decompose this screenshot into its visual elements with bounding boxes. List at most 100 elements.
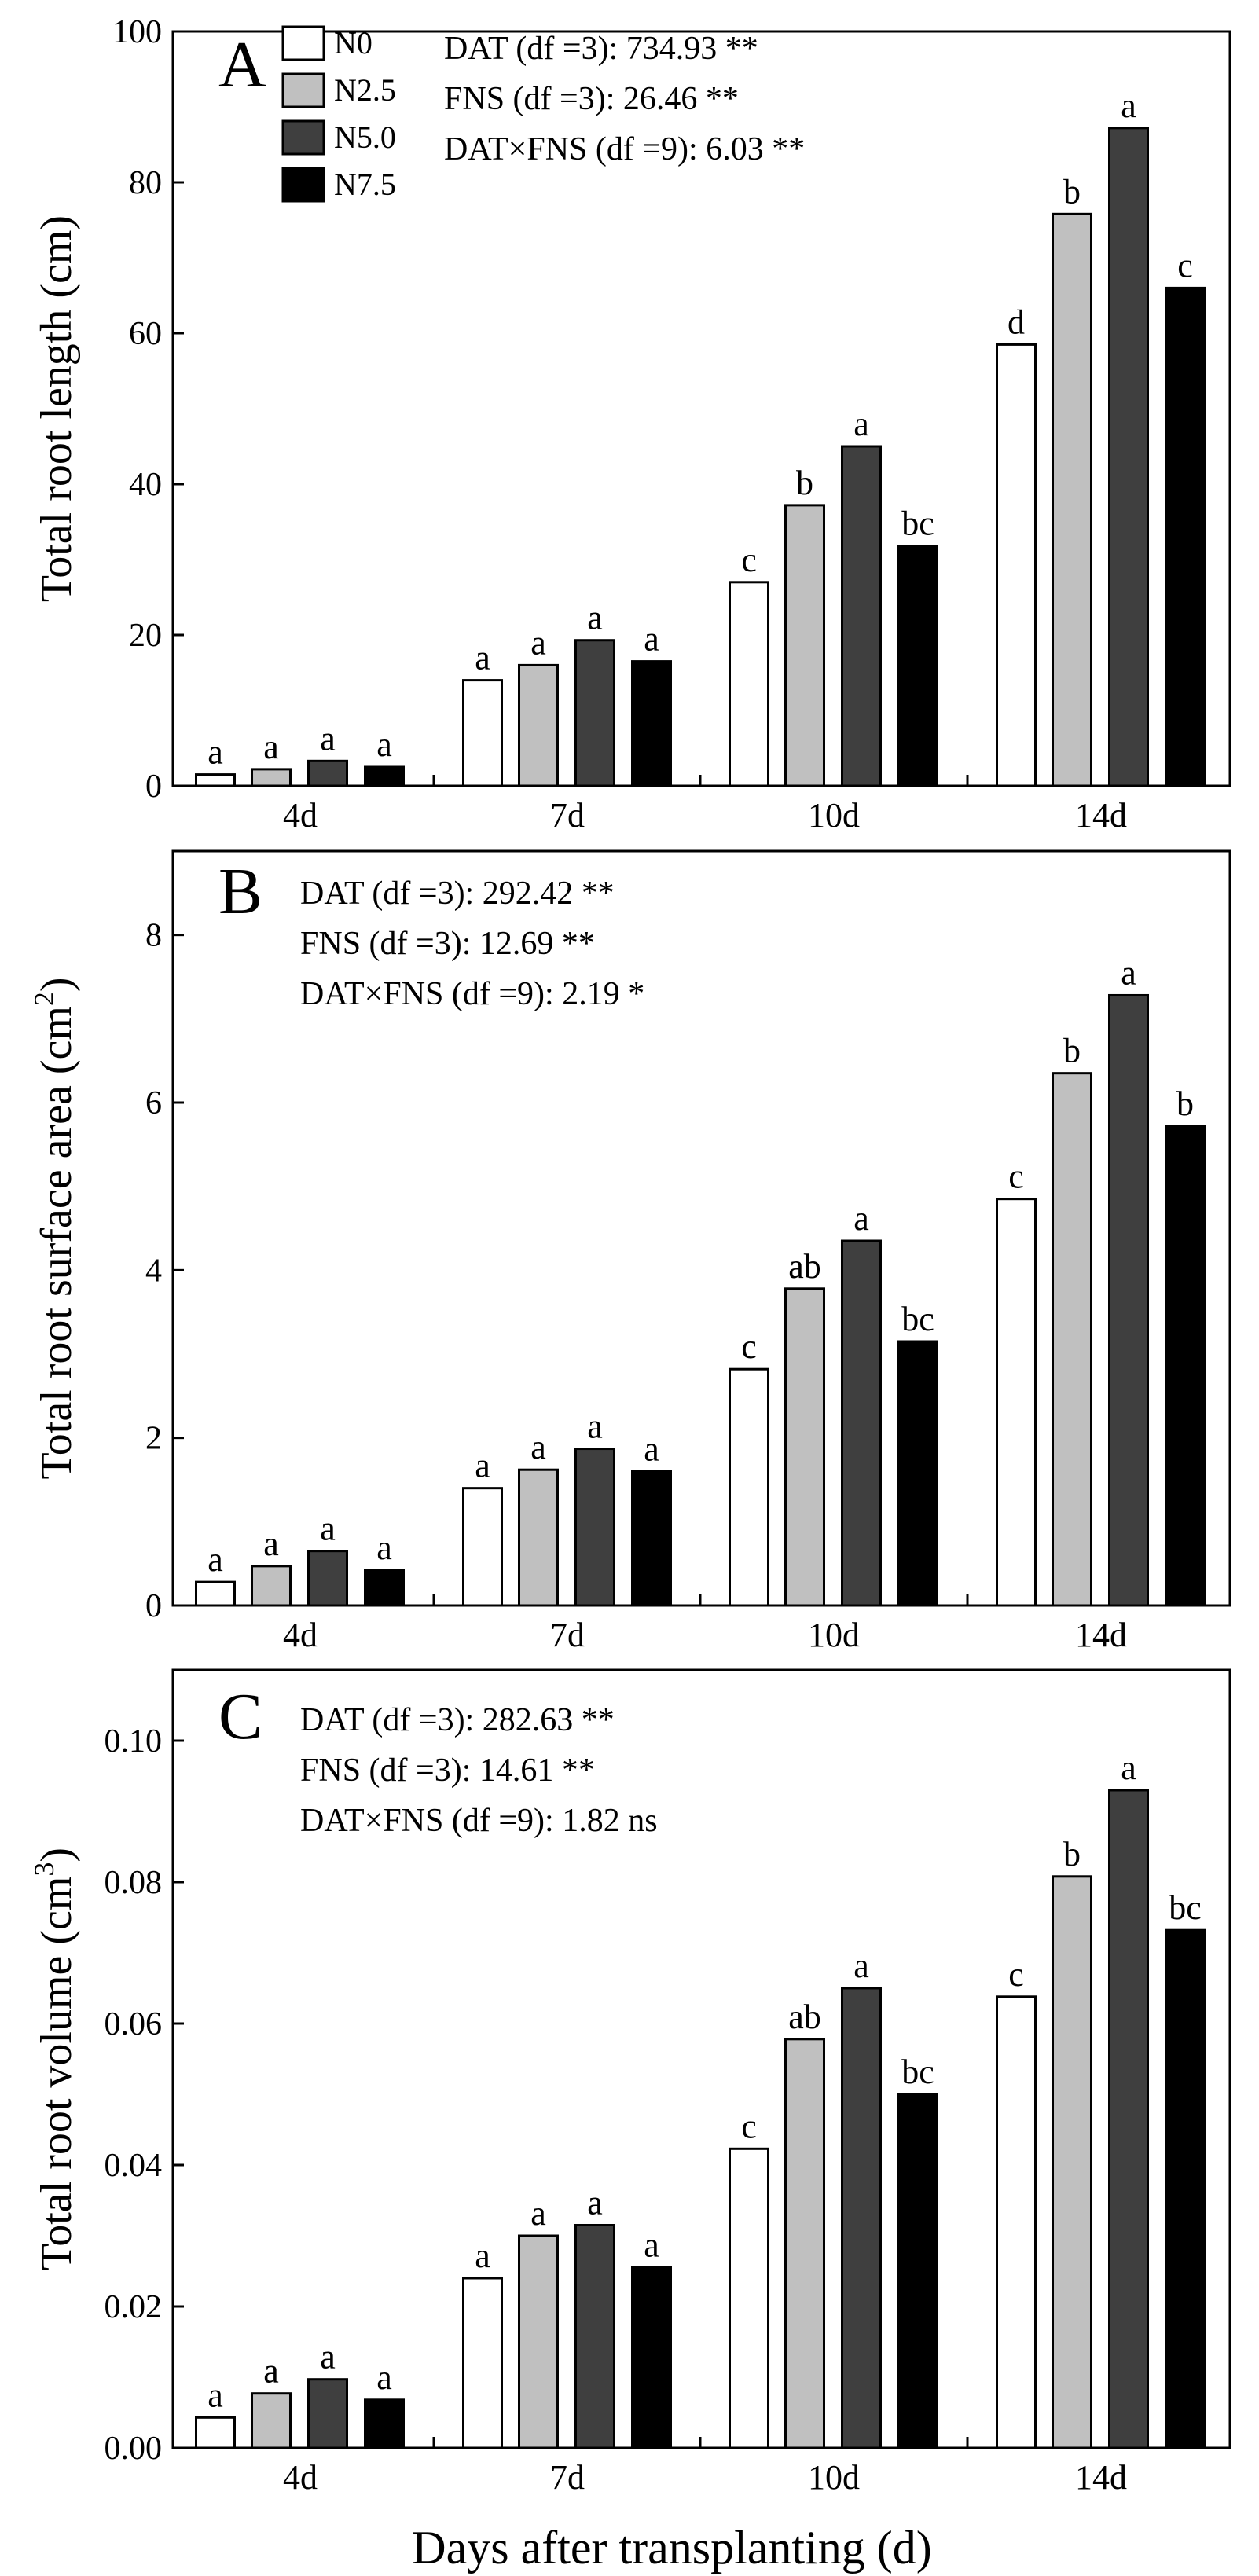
bar <box>784 2038 825 2449</box>
y-tick-label: 0.08 <box>105 1865 163 1901</box>
y-axis-label-text: Total root surface area (cm <box>32 1006 81 1479</box>
bar-letter-label: ab <box>788 1998 821 2036</box>
bar <box>364 765 405 787</box>
stats-annotation: DAT (df =3): 292.42 ** <box>300 875 615 912</box>
bar-letter-label: a <box>1121 953 1136 992</box>
stats-annotation: FNS (df =3): 14.61 ** <box>300 1752 595 1789</box>
stats-annotation: DAT (df =3): 282.63 ** <box>300 1702 615 1738</box>
y-tick-label: 80 <box>129 165 162 201</box>
x-tick-label: 10d <box>808 1616 860 1654</box>
bar <box>631 660 672 787</box>
bar-letter-label: b <box>1063 1032 1081 1070</box>
stats-annotation: FNS (df =3): 26.46 ** <box>444 81 739 117</box>
bar-letter-label: c <box>741 1327 757 1366</box>
bar-letter-label: a <box>644 620 659 659</box>
x-tick-label: 4d <box>283 2458 318 2497</box>
legend-label: N7.5 <box>334 167 396 202</box>
x-tick-label: 10d <box>808 2458 860 2497</box>
bar <box>364 2398 405 2449</box>
y-tick-label: 40 <box>129 467 162 503</box>
x-tick-label: 7d <box>550 2458 585 2497</box>
bar <box>195 1580 236 1607</box>
panel-a: 0 20 40 60 80 100 4d 7d 10d 14d Total root length … <box>32 14 1231 835</box>
stats-annotation: DAT (df =3): 734.93 ** <box>444 31 758 67</box>
bar <box>897 1340 938 1607</box>
bar-letter-label: a <box>853 1199 869 1238</box>
y-axis-label-text: Total root volume (cm <box>32 1877 81 2271</box>
y-tick-label: 100 <box>112 14 162 50</box>
bar <box>462 679 503 787</box>
bar <box>1108 127 1149 787</box>
x-tick-label: 4d <box>283 1616 318 1654</box>
bar <box>307 2378 348 2449</box>
y-axis-label: Total root length (cm) <box>32 215 81 602</box>
bar <box>729 2147 769 2449</box>
bar <box>729 1367 769 1607</box>
bar <box>462 1487 503 1607</box>
bar-letter-label: a <box>530 2194 546 2233</box>
y-tick-label: 20 <box>129 618 162 654</box>
bar-letter-label: c <box>1177 246 1193 284</box>
bar-letter-label: a <box>853 1947 869 1985</box>
bar <box>631 1470 672 1607</box>
y-tick-label: 0 <box>145 1588 162 1624</box>
bar <box>1052 1875 1092 2449</box>
legend-label: N2.5 <box>334 72 396 108</box>
bar <box>1052 212 1092 787</box>
bar-letter-label: a <box>587 599 603 637</box>
y-axis-label: Total root volume (cm3) <box>28 1848 81 2270</box>
bar-letter-label: a <box>207 1540 223 1579</box>
bar <box>841 445 882 787</box>
bar <box>631 2266 672 2449</box>
bar <box>1052 1072 1092 1607</box>
bar-letter-label: a <box>263 1525 279 1563</box>
bar-letter-label: b <box>1063 172 1081 211</box>
bar <box>841 1987 882 2449</box>
bar-letter-label: a <box>376 2358 392 2397</box>
bar-letter-label: a <box>376 1528 392 1567</box>
legend-label: N0 <box>334 25 373 61</box>
stats-annotation: DAT×FNS (df =9): 6.03 ** <box>444 131 805 167</box>
panel-letter: C <box>218 1680 262 1753</box>
bar <box>364 1569 405 1607</box>
bar-letter-label: a <box>263 728 279 766</box>
y-axis-label-superscript: 3 <box>28 1862 60 1877</box>
bar-letter-label: b <box>796 464 813 502</box>
bar-letter-label: a <box>644 2226 659 2265</box>
bar-letter-label: a <box>475 2237 490 2275</box>
bar-letter-label: bc <box>1169 1888 1202 1927</box>
bar-letter-label: c <box>1008 1158 1024 1196</box>
x-tick-label: 10d <box>808 796 860 835</box>
bar <box>251 768 292 787</box>
stats-annotation: DAT×FNS (df =9): 2.19 * <box>300 976 644 1012</box>
panel-b: 0 2 4 6 8 4d 7d 10d 14d Total root surface area (… <box>28 849 1231 1654</box>
bar-letter-label: c <box>741 2107 757 2145</box>
bar-letter-label: c <box>1008 1955 1024 1994</box>
bar <box>518 2234 559 2449</box>
bar-letter-label: a <box>320 719 336 758</box>
bar <box>784 504 825 787</box>
bar <box>307 1550 348 1607</box>
bar <box>897 545 938 787</box>
legend-swatch <box>281 119 325 156</box>
y-tick-label: 6 <box>145 1085 162 1121</box>
bar <box>784 1287 825 1607</box>
bar <box>996 1198 1037 1607</box>
bar <box>518 663 559 787</box>
bar-letter-label: a <box>475 639 490 677</box>
bar <box>1108 1789 1149 2449</box>
bar <box>1165 1125 1206 1607</box>
bar-letter-label: a <box>530 623 546 662</box>
bar <box>996 1995 1037 2449</box>
x-tick-label: 7d <box>550 1616 585 1654</box>
bar <box>574 2224 615 2449</box>
bar-letter-label: a <box>1121 86 1136 125</box>
bar-letter-label: bc <box>901 2053 934 2091</box>
bar <box>1165 1928 1206 2449</box>
x-tick-label: 14d <box>1075 2458 1127 2497</box>
y-tick-label: 0 <box>145 769 162 805</box>
y-tick-label: 0.04 <box>105 2148 163 2184</box>
bar-letter-label: d <box>1008 303 1025 341</box>
bar <box>251 1565 292 1607</box>
